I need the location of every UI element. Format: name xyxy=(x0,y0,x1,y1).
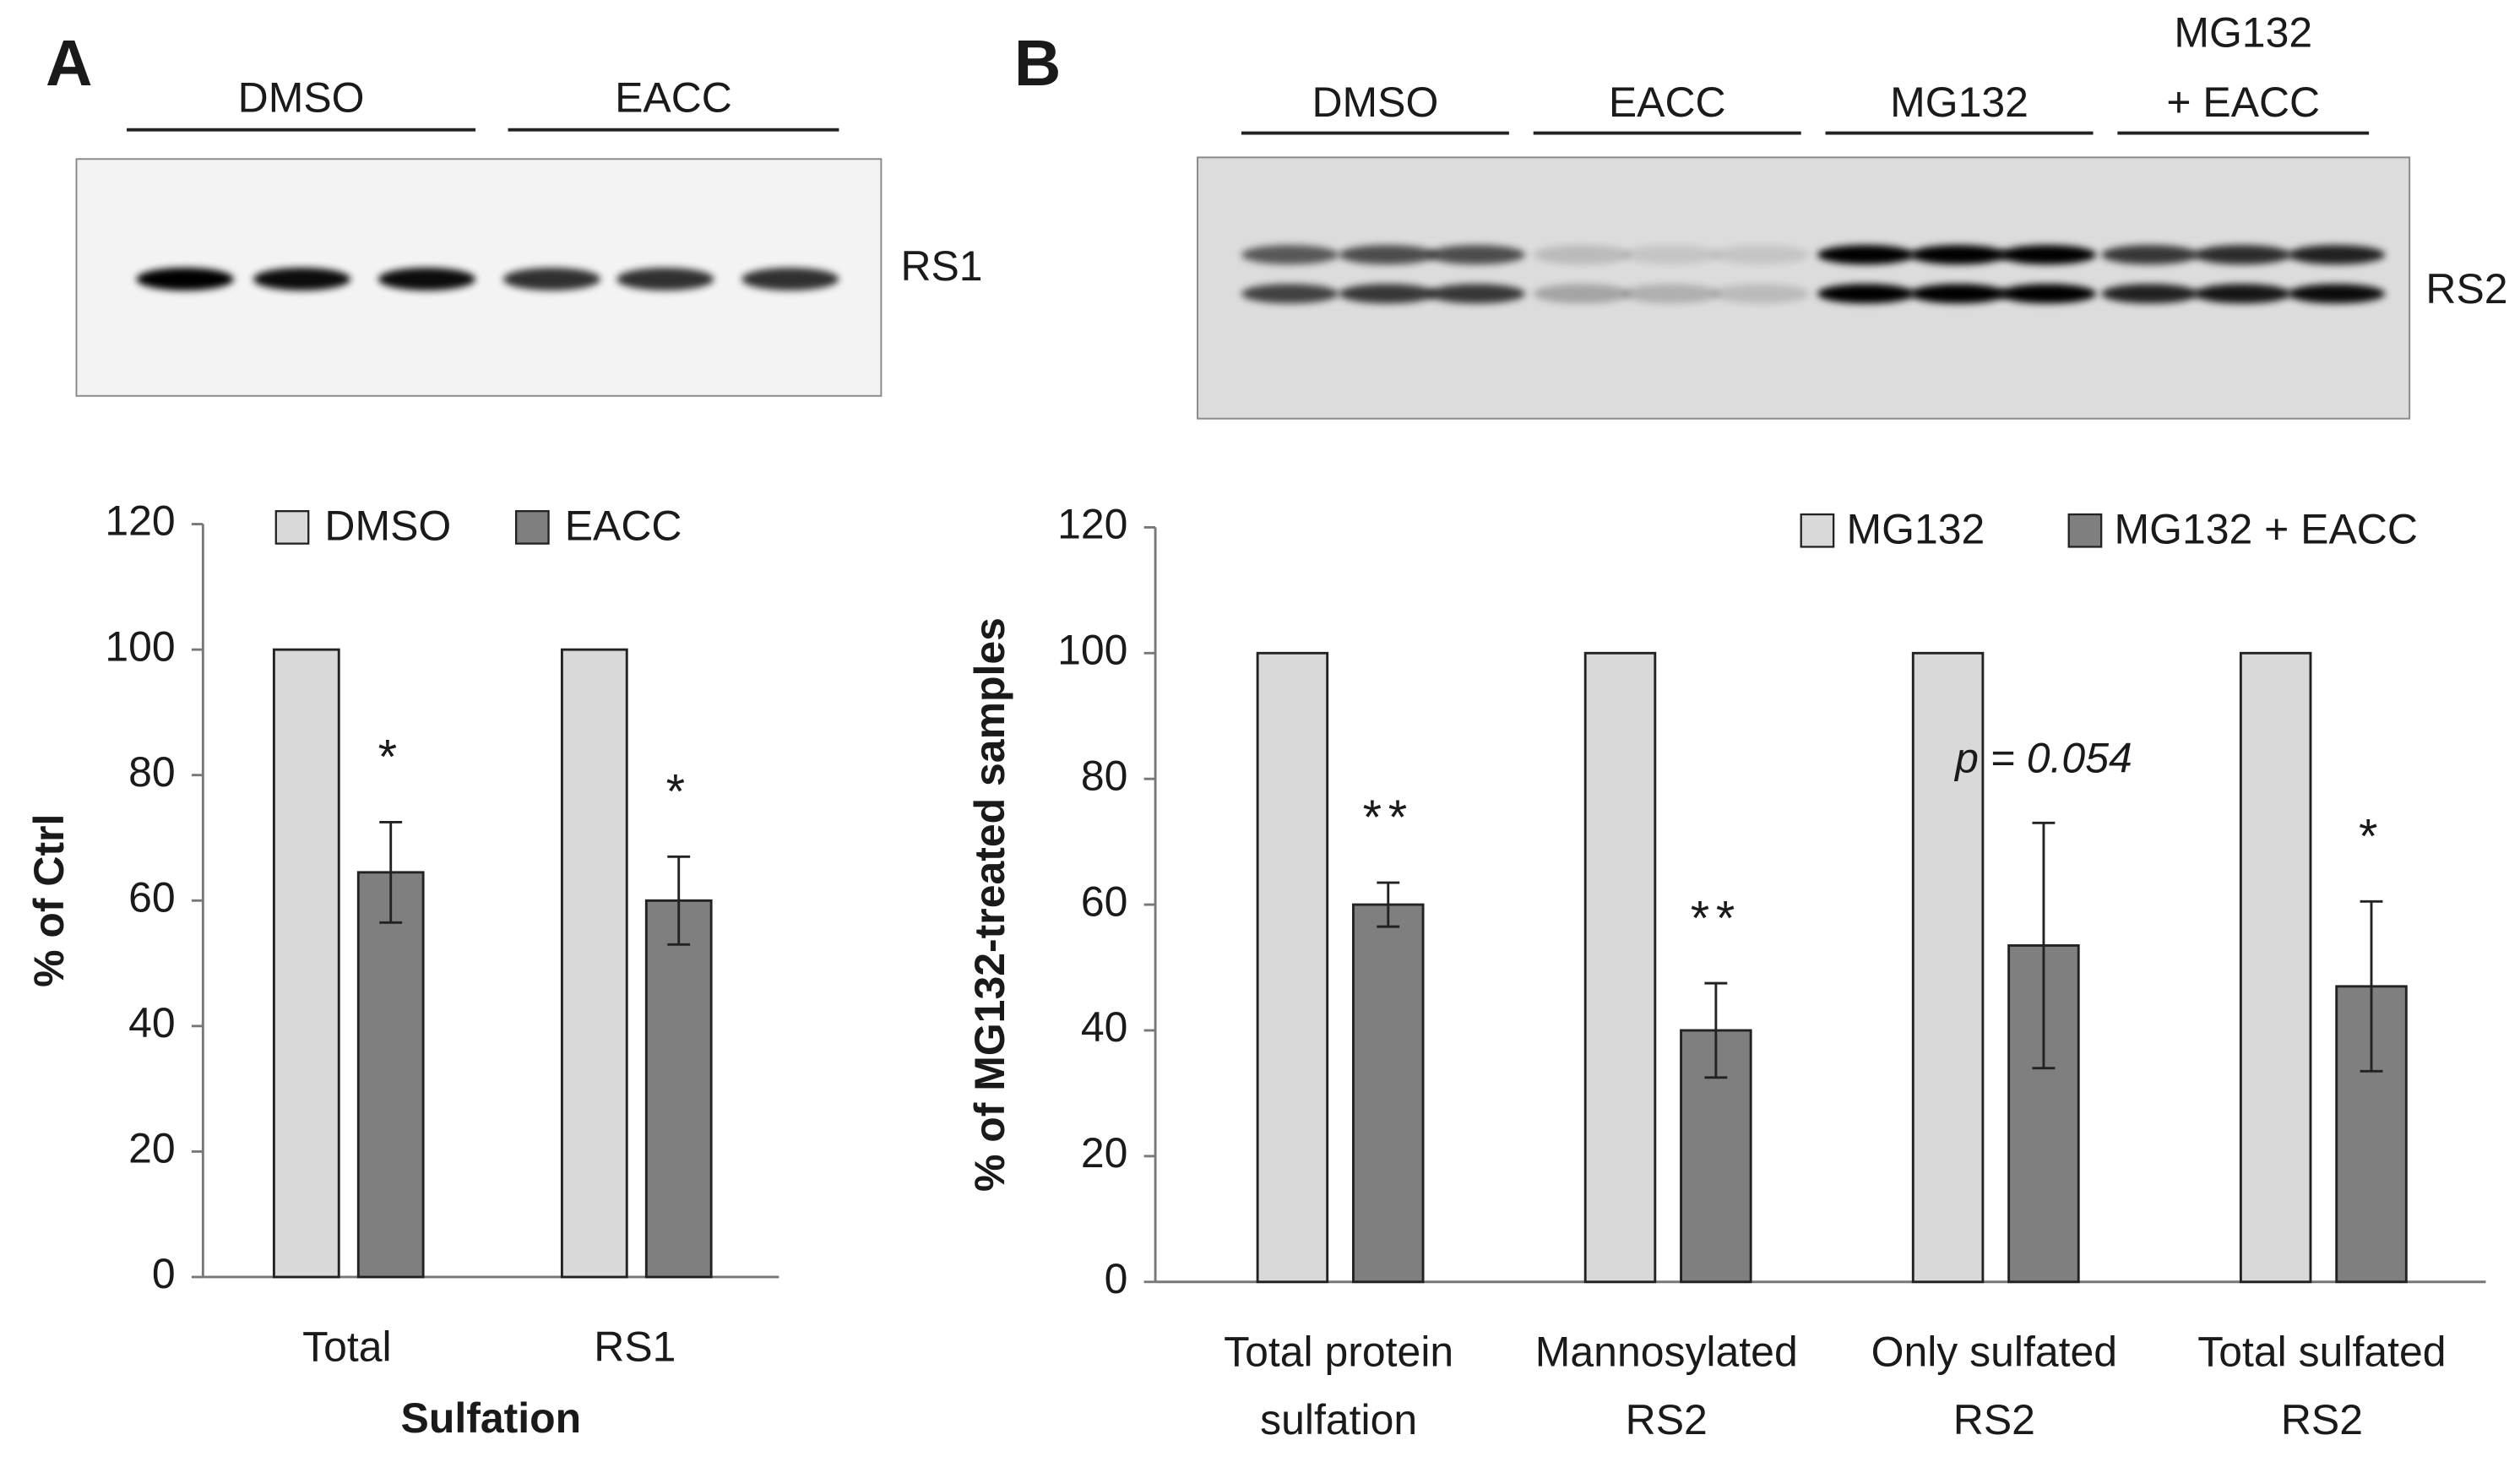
blot-band xyxy=(136,267,234,291)
blot-band xyxy=(1427,245,1526,265)
blot-group-label: MG132 xyxy=(1890,79,2028,126)
x-tick-label: sulfation xyxy=(1260,1396,1417,1443)
blot-band xyxy=(1817,245,1915,265)
panel-label: A xyxy=(46,27,92,100)
blot-band xyxy=(1622,284,1720,304)
y-tick-label: 100 xyxy=(1057,626,1127,673)
x-tick-label: Total xyxy=(302,1323,391,1371)
bar xyxy=(1583,651,1657,1284)
blot-band xyxy=(1622,245,1720,265)
blot-band xyxy=(1817,284,1915,304)
significance-label: p = 0.054 xyxy=(1953,734,2132,781)
y-tick-label: 40 xyxy=(128,999,176,1046)
error-bar xyxy=(667,855,691,946)
bar xyxy=(1352,903,1425,1284)
blot-band xyxy=(1241,245,1339,265)
legend-swatch xyxy=(1800,513,1835,548)
y-tick-label: 80 xyxy=(1081,752,1128,799)
blot-band xyxy=(1339,245,1437,265)
error-bar xyxy=(2032,821,2056,1070)
y-tick-label: 120 xyxy=(1057,501,1127,548)
x-tick-label: RS1 xyxy=(594,1323,676,1371)
blot-band xyxy=(2193,245,2291,265)
blot-band xyxy=(1533,245,1631,265)
blot-band xyxy=(502,267,601,291)
blot-band xyxy=(1533,284,1631,304)
blot-group-label: DMSO xyxy=(1312,79,1438,126)
blot-band xyxy=(1712,284,1810,304)
legend-swatch xyxy=(274,510,310,545)
x-tick-label: RS2 xyxy=(2281,1396,2363,1443)
blot-band xyxy=(1909,284,2007,304)
y-tick-label: 60 xyxy=(1081,878,1128,925)
bar xyxy=(1911,651,1985,1284)
blot-band xyxy=(1909,245,2007,265)
blot-band xyxy=(1999,245,2097,265)
x-axis-label: Sulfation xyxy=(401,1394,582,1442)
legend-label: DMSO xyxy=(324,502,451,549)
bar xyxy=(2239,651,2312,1284)
blot-band xyxy=(1999,284,2097,304)
x-tick-label: RS2 xyxy=(1626,1396,1708,1443)
blot-band xyxy=(2101,284,2199,304)
legend-swatch xyxy=(2067,513,2103,548)
y-tick-label: 120 xyxy=(105,497,175,545)
blot-band xyxy=(1241,284,1339,304)
x-tick-label: Mannosylated xyxy=(1535,1328,1798,1375)
y-tick-label: 100 xyxy=(105,622,175,670)
blot-band xyxy=(616,267,714,291)
blot-band xyxy=(377,267,476,291)
blot-band xyxy=(1712,245,1810,265)
error-bar xyxy=(1377,881,1400,928)
blot-band xyxy=(2193,284,2291,304)
blot-group-label: DMSO xyxy=(238,73,365,121)
blot-band xyxy=(2288,284,2386,304)
blot-group-label: MG132 xyxy=(2174,8,2312,56)
legend-label: MG132 xyxy=(1847,505,1985,552)
x-tick-label: Total protein xyxy=(1224,1328,1453,1375)
bar xyxy=(644,899,713,1279)
blot-band xyxy=(1339,284,1437,304)
x-tick-label: RS2 xyxy=(1953,1396,2035,1443)
blot-band xyxy=(253,267,351,291)
legend-label: MG132 + EACC xyxy=(2115,505,2418,552)
y-axis-label: % of Ctrl xyxy=(25,814,73,987)
error-bar xyxy=(1704,981,1728,1079)
bar xyxy=(560,648,628,1279)
bar xyxy=(356,871,425,1279)
significance-label: * xyxy=(666,764,692,818)
y-tick-label: 40 xyxy=(1081,1003,1128,1051)
blot-group-label: + EACC xyxy=(2166,79,2320,126)
bar xyxy=(272,648,340,1279)
y-tick-label: 60 xyxy=(128,873,176,921)
blot-band xyxy=(2288,245,2386,265)
significance-label: ** xyxy=(1691,891,1741,945)
significance-label: * xyxy=(378,731,404,785)
y-tick-label: 80 xyxy=(128,748,176,796)
blot-band xyxy=(741,267,839,291)
blot-group-label: EACC xyxy=(615,73,732,121)
blot-label: RS2 xyxy=(2425,265,2507,313)
blot-label: RS1 xyxy=(900,242,982,290)
y-tick-label: 0 xyxy=(1105,1255,1128,1302)
blot-group-label: EACC xyxy=(1609,79,1726,126)
x-tick-label: Only sulfated xyxy=(1871,1328,2117,1375)
y-tick-label: 20 xyxy=(1081,1129,1128,1177)
error-bar xyxy=(2360,899,2383,1073)
y-tick-label: 20 xyxy=(128,1125,176,1172)
significance-label: * xyxy=(2359,810,2384,864)
panel-label: B xyxy=(1014,27,1061,100)
blot-band xyxy=(2101,245,2199,265)
blot-band xyxy=(1427,284,1526,304)
y-tick-label: 0 xyxy=(152,1250,176,1297)
error-bar xyxy=(379,820,403,924)
legend-label: EACC xyxy=(565,502,682,549)
x-tick-label: Total sulfated xyxy=(2197,1328,2446,1375)
y-axis-label: % of MG132-treated samples xyxy=(966,617,1013,1192)
bar xyxy=(1256,651,1329,1284)
significance-label: ** xyxy=(1363,791,1414,845)
legend-swatch xyxy=(514,510,550,545)
